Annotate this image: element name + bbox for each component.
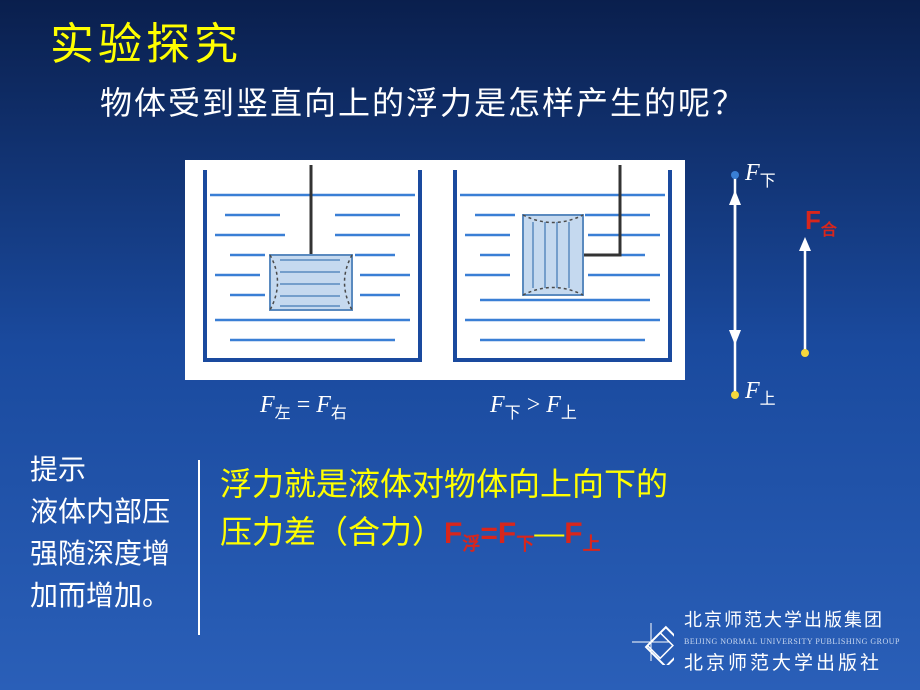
sym: F: [444, 517, 462, 550]
sub: 下: [760, 173, 776, 190]
conclusion-block: 浮力就是液体对物体向上向下的 压力差（合力）F浮=F下—F上: [220, 460, 668, 568]
eq-op: =: [297, 392, 311, 418]
f-down-label: F下: [745, 160, 776, 191]
sym: F: [745, 160, 760, 186]
arrow-net-icon: [795, 235, 815, 365]
divider: [198, 460, 200, 635]
text: 压力差（合力）: [220, 514, 444, 550]
hint-line: 加而增加。: [30, 576, 170, 618]
conclusion-line: 压力差（合力）F浮=F下—F上: [220, 508, 668, 568]
eq-sub: 左: [275, 405, 291, 422]
eq-op: >: [527, 392, 541, 418]
publisher-en: BEIJING NORMAL UNIVERSITY PUBLISHING GRO…: [684, 631, 900, 653]
sym: F: [498, 517, 516, 550]
sub: 上: [760, 391, 776, 408]
eq-sym: F: [546, 392, 561, 418]
sub: 浮: [462, 534, 480, 554]
eq: =: [480, 517, 498, 550]
eq-sub: 下: [505, 405, 521, 422]
sym: F: [745, 378, 760, 404]
hint-line: 液体内部压: [30, 492, 170, 534]
sym: F: [805, 205, 821, 235]
arrow-up-icon: [725, 160, 745, 420]
sub: 下: [516, 534, 534, 554]
sub: 上: [583, 534, 601, 554]
conclusion-line: 浮力就是液体对物体向上向下的: [220, 460, 668, 508]
slide-title: 实验探究: [50, 8, 242, 72]
dash: —: [534, 517, 564, 550]
eq-sub: 上: [561, 405, 577, 422]
logo-icon: [628, 619, 674, 665]
hint-line: 提示: [30, 450, 170, 492]
buoyancy-diagram: [185, 160, 685, 380]
hint-line: 强随深度增: [30, 534, 170, 576]
slide: { "title": "实验探究", "question": "物体受到竖直向上…: [0, 0, 920, 690]
eq-sym: F: [490, 392, 505, 418]
sym: F: [564, 517, 582, 550]
eq-sub: 右: [331, 405, 347, 422]
equation-horizontal: F左 = F右: [260, 392, 347, 423]
eq-sym: F: [260, 392, 275, 418]
hint-block: 提示 液体内部压 强随深度增 加而增加。: [30, 450, 170, 618]
formula: F浮=F下—F上: [444, 517, 601, 550]
f-up-label: F上: [745, 378, 776, 409]
publisher-cn1: 北京师范大学出版集团: [684, 610, 884, 630]
publisher-logo: 北京师范大学出版集团 BEIJING NORMAL UNIVERSITY PUB…: [628, 609, 900, 675]
sub: 合: [821, 222, 837, 239]
eq-sym: F: [316, 392, 331, 418]
force-diagram: F下 F上 F合: [715, 160, 875, 420]
publisher-cn2: 北京师范大学出版社: [684, 653, 900, 675]
equation-vertical: F下 > F上: [490, 392, 577, 423]
publisher-text: 北京师范大学出版集团 BEIJING NORMAL UNIVERSITY PUB…: [684, 609, 900, 675]
slide-question: 物体受到竖直向上的浮力是怎样产生的呢？: [100, 78, 746, 124]
